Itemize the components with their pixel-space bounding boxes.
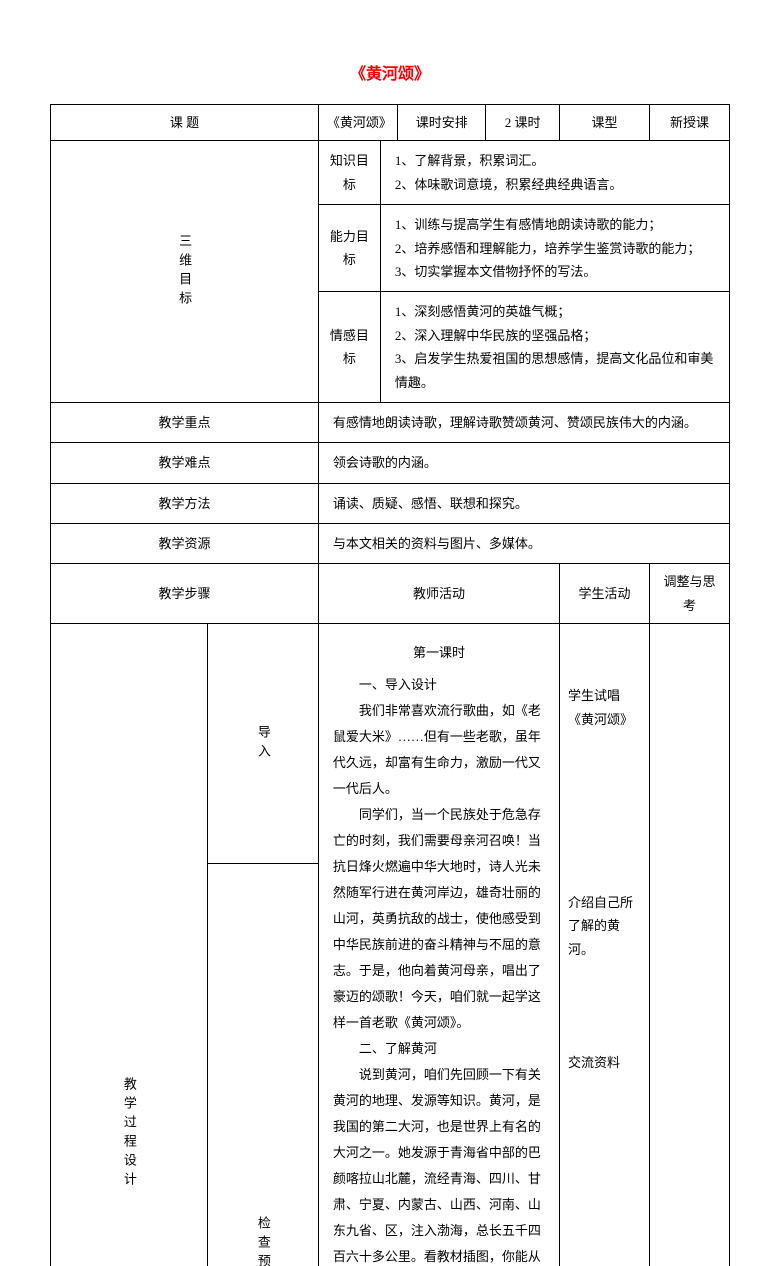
- step-label: 教学步骤: [51, 564, 319, 624]
- focus-row: 教学重点 有感情地朗读诗歌，理解诗歌赞颂黄河、赞颂民族伟大的内涵。: [51, 402, 730, 442]
- resource-label: 教学资源: [51, 524, 319, 564]
- steps-header-row: 教学步骤 教师活动 学生活动 调整与思考: [51, 564, 730, 624]
- focus-label: 教学重点: [51, 402, 319, 442]
- student-note-1: 学生试唱《黄河颂》: [568, 684, 641, 731]
- emotion-label: 情感目标: [318, 292, 380, 403]
- topic-value: 《黄河颂》: [318, 105, 397, 141]
- resource-content: 与本文相关的资料与图片、多媒体。: [318, 524, 729, 564]
- intro-label: 导入: [208, 624, 319, 864]
- heading-2: 二、了解黄河: [333, 1036, 545, 1062]
- student-note-2: 介绍自己所了解的黄河。: [568, 891, 641, 961]
- lesson-plan-table: 课 题 《黄河颂》 课时安排 2 课时 课型 新授课 三维目标 知识目标 1、了…: [50, 104, 730, 1266]
- header-row: 课 题 《黄河颂》 课时安排 2 课时 课型 新授课: [51, 105, 730, 141]
- difficulty-content: 领会诗歌的内涵。: [318, 443, 729, 483]
- knowledge-content: 1、了解背景，积累词汇。 2、体味歌词意境，积累经典经典语言。: [380, 141, 729, 205]
- ability-label: 能力目标: [318, 205, 380, 292]
- para-3: 说到黄河，咱们先回顾一下有关黄河的地理、发源等知识。黄河，是我国的第二大河，也是…: [333, 1062, 545, 1266]
- focus-content: 有感情地朗读诗歌，理解诗歌赞颂黄河、赞颂民族伟大的内涵。: [318, 402, 729, 442]
- method-content: 诵读、质疑、感悟、联想和探究。: [318, 483, 729, 523]
- check-label: 检查预习: [208, 864, 319, 1266]
- adjust-content: [650, 624, 730, 1266]
- type-value: 新授课: [650, 105, 730, 141]
- adjust-label: 调整与思考: [650, 564, 730, 624]
- difficulty-row: 教学难点 领会诗歌的内涵。: [51, 443, 730, 483]
- resource-row: 教学资源 与本文相关的资料与图片、多媒体。: [51, 524, 730, 564]
- process-row-1: 教学过程设计 导入 第一课时 一、导入设计 我们非常喜欢流行歌曲，如《老鼠爱大米…: [51, 624, 730, 864]
- knowledge-label: 知识目标: [318, 141, 380, 205]
- document-title: 《黄河颂》: [50, 60, 730, 84]
- para-2: 同学们，当一个民族处于危急存亡的时刻，我们需要母亲河召唤！当抗日烽火燃遍中华大地…: [333, 802, 545, 1036]
- difficulty-label: 教学难点: [51, 443, 319, 483]
- student-activity-content: 学生试唱《黄河颂》 介绍自己所了解的黄河。 交流资料: [560, 624, 650, 1266]
- emotion-content: 1、深刻感悟黄河的英雄气概； 2、深入理解中华民族的坚强品格； 3、启发学生热爱…: [380, 292, 729, 403]
- goals-label: 三维目标: [51, 141, 319, 403]
- period-title: 第一课时: [333, 640, 545, 666]
- method-label: 教学方法: [51, 483, 319, 523]
- teacher-activity-content: 第一课时 一、导入设计 我们非常喜欢流行歌曲，如《老鼠爱大米》……但有一些老歌，…: [318, 624, 559, 1266]
- method-row: 教学方法 诵读、质疑、感悟、联想和探究。: [51, 483, 730, 523]
- ability-content: 1、训练与提高学生有感情地朗读诗歌的能力； 2、培养感悟和理解能力，培养学生鉴赏…: [380, 205, 729, 292]
- teacher-label: 教师活动: [318, 564, 559, 624]
- process-label: 教学过程设计: [51, 624, 208, 1266]
- schedule-value: 2 课时: [486, 105, 560, 141]
- type-label: 课型: [560, 105, 650, 141]
- goal-row-knowledge: 三维目标 知识目标 1、了解背景，积累词汇。 2、体味歌词意境，积累经典经典语言…: [51, 141, 730, 205]
- topic-label: 课 题: [51, 105, 319, 141]
- student-label: 学生活动: [560, 564, 650, 624]
- para-1: 我们非常喜欢流行歌曲，如《老鼠爱大米》……但有一些老歌，虽年代久远，却富有生命力…: [333, 698, 545, 802]
- heading-1: 一、导入设计: [333, 672, 545, 698]
- schedule-label: 课时安排: [398, 105, 486, 141]
- student-note-3: 交流资料: [568, 1051, 641, 1074]
